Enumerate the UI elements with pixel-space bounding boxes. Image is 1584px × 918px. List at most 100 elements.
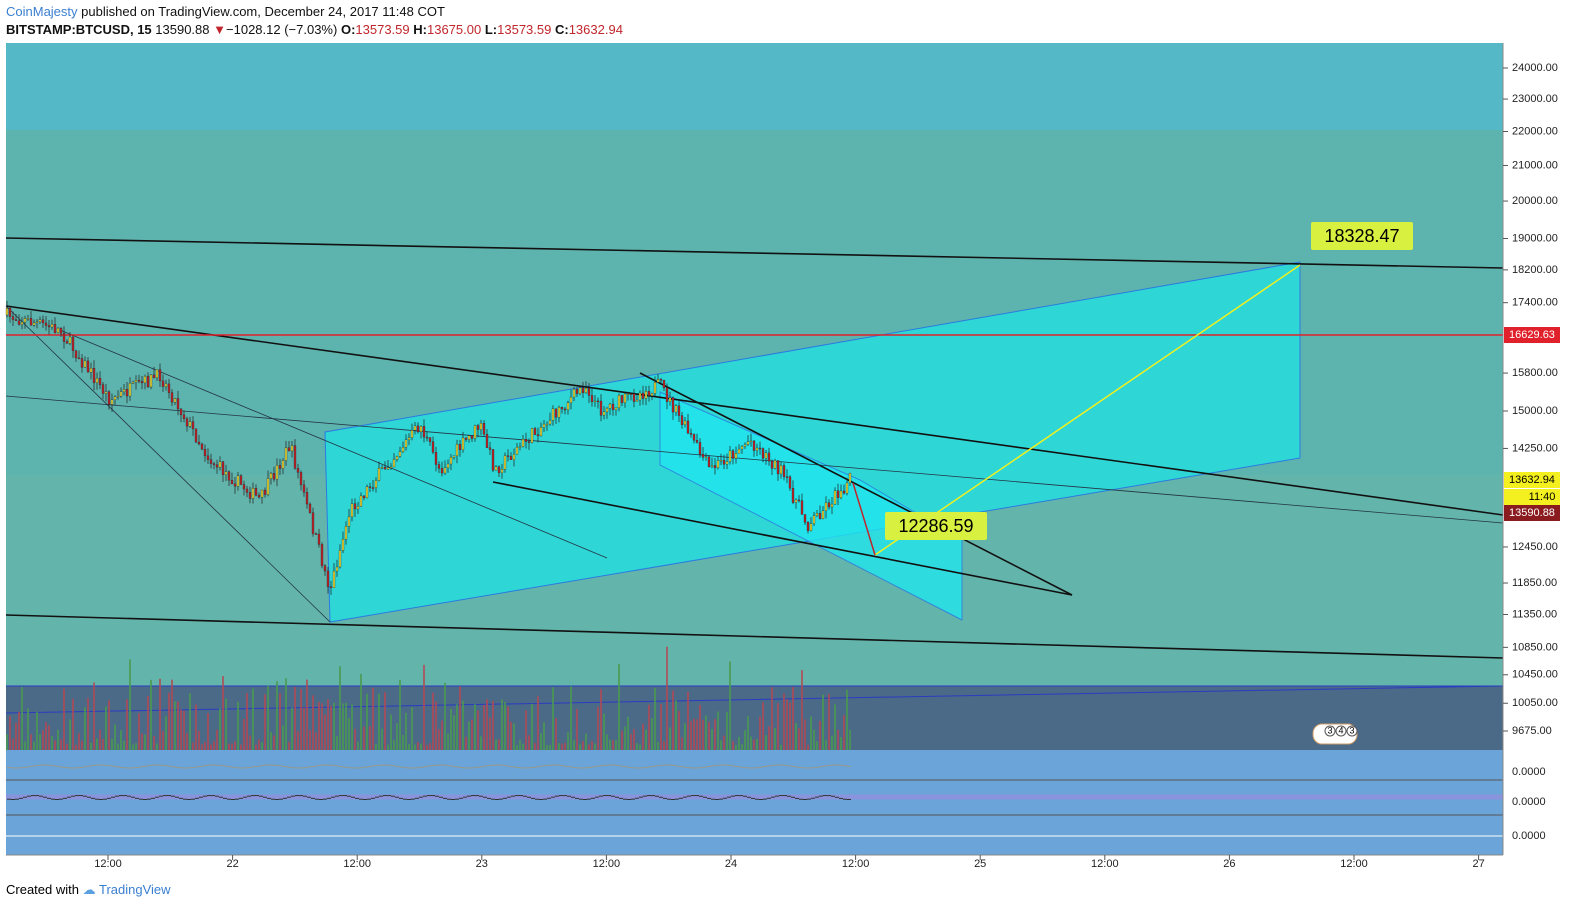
osc	[459, 797, 463, 799]
osc	[603, 764, 607, 766]
vol-bar	[201, 744, 203, 750]
candle	[434, 452, 438, 465]
candle	[167, 383, 171, 393]
vol-bar	[462, 700, 464, 750]
vol-bar	[447, 733, 449, 750]
vol-bar	[69, 719, 71, 750]
osc	[331, 764, 335, 766]
vol-bar	[315, 732, 317, 750]
osc	[827, 764, 831, 766]
vol-bar	[459, 686, 461, 750]
osc	[495, 764, 499, 766]
time-label: 12:00	[842, 858, 870, 870]
vol-bar	[240, 744, 242, 750]
candle	[602, 411, 606, 416]
candle	[197, 441, 201, 445]
candle	[614, 407, 618, 410]
candle	[413, 425, 417, 431]
osc	[271, 798, 275, 800]
osc	[207, 764, 211, 766]
candle	[581, 387, 585, 393]
candle	[8, 308, 12, 317]
osc	[131, 767, 135, 769]
vol-bar	[135, 743, 137, 750]
osc	[719, 764, 723, 766]
osc	[111, 765, 115, 767]
candle	[284, 447, 288, 461]
candle	[665, 387, 669, 402]
osc	[231, 798, 235, 800]
osc	[343, 795, 347, 797]
osc	[19, 797, 23, 799]
vol-bar	[741, 744, 743, 750]
osc	[287, 796, 291, 798]
osc	[495, 798, 499, 800]
osc	[551, 796, 555, 798]
vol-bar	[576, 709, 578, 750]
candle	[530, 428, 534, 443]
price-label: 9675.00	[1512, 725, 1552, 737]
price-label: 20000.00	[1512, 195, 1558, 207]
time-label: 26	[1223, 858, 1235, 870]
candle	[356, 506, 360, 510]
osc	[151, 764, 155, 766]
vol-bar	[234, 741, 236, 750]
vol-bar	[450, 708, 452, 750]
candle	[14, 319, 18, 321]
osc	[575, 797, 579, 799]
candle	[191, 421, 195, 429]
vol-bar	[309, 730, 311, 750]
osc	[155, 796, 159, 798]
osc	[319, 798, 323, 800]
osc	[303, 795, 307, 797]
osc	[723, 797, 727, 799]
candle	[359, 495, 363, 507]
candle	[812, 515, 816, 524]
osc	[139, 766, 143, 768]
candle	[104, 391, 108, 394]
osc	[763, 798, 767, 800]
volume-pane	[6, 686, 1503, 750]
vol-bar	[414, 744, 416, 750]
vol-bar	[729, 661, 731, 750]
vol-bar	[270, 731, 272, 750]
osc	[735, 765, 739, 767]
osc	[67, 767, 71, 769]
osc	[407, 767, 411, 769]
osc	[711, 765, 715, 767]
vol-bar	[789, 702, 791, 750]
osc	[55, 799, 59, 800]
vol-bar	[294, 686, 296, 750]
publish-line: CoinMajesty published on TradingView.com…	[6, 3, 623, 21]
osc	[435, 795, 439, 797]
osc	[431, 764, 435, 766]
osc	[623, 798, 627, 800]
author[interactable]: CoinMajesty	[6, 4, 78, 19]
osc	[539, 798, 543, 800]
osc	[435, 764, 439, 766]
osc	[443, 764, 447, 766]
vol-bar	[162, 731, 164, 750]
vol-bar	[564, 742, 566, 750]
osc	[815, 796, 819, 798]
candle	[173, 398, 177, 403]
candle	[737, 448, 741, 454]
vol-bar	[567, 732, 569, 750]
vol-bar	[267, 685, 269, 750]
osc	[163, 795, 167, 797]
candle	[44, 322, 48, 326]
osc	[59, 766, 63, 768]
vol-bar	[708, 721, 710, 750]
vol-bar	[738, 736, 740, 750]
candle	[158, 369, 162, 382]
osc	[511, 795, 515, 797]
vol-bar	[681, 737, 683, 750]
vol-bar	[177, 701, 179, 750]
osc	[151, 797, 155, 799]
osc	[651, 795, 655, 797]
osc	[203, 765, 207, 767]
brand[interactable]: TradingView	[99, 882, 171, 897]
osc	[439, 796, 443, 798]
osc	[67, 796, 71, 798]
candle	[443, 467, 447, 474]
